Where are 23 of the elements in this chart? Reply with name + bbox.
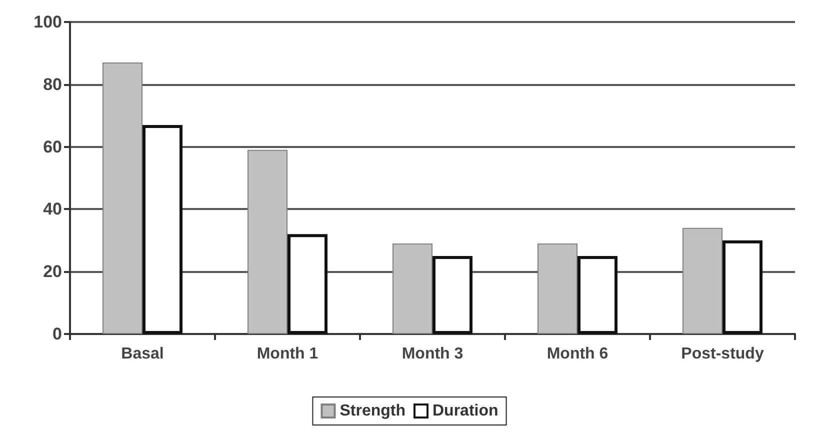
bar: [392, 244, 432, 334]
x-tick-label: Post-study: [681, 346, 764, 362]
bar: [288, 234, 328, 334]
y-tick-label: 60: [43, 137, 62, 156]
y-tick-label: 80: [43, 74, 62, 94]
bar: [248, 150, 288, 334]
y-tick-label: 40: [43, 200, 62, 219]
bar: [142, 124, 182, 334]
legend-label: Strength: [340, 402, 406, 420]
bar: [722, 240, 762, 334]
x-tick-label: Basal: [121, 346, 164, 362]
bar: [578, 256, 618, 334]
y-tick-label: 0: [52, 324, 62, 344]
x-tick-label: Month 3: [402, 346, 464, 362]
x-tick-label: Month 6: [546, 346, 608, 362]
bar: [682, 228, 722, 334]
bar: [432, 256, 472, 334]
x-tick-label: Month 1: [256, 346, 318, 362]
legend-label: Duration: [432, 402, 498, 420]
y-tick-label: 20: [43, 262, 62, 282]
bar: [102, 62, 142, 334]
bar: [538, 244, 578, 334]
y-tick-label: 100: [34, 12, 62, 32]
